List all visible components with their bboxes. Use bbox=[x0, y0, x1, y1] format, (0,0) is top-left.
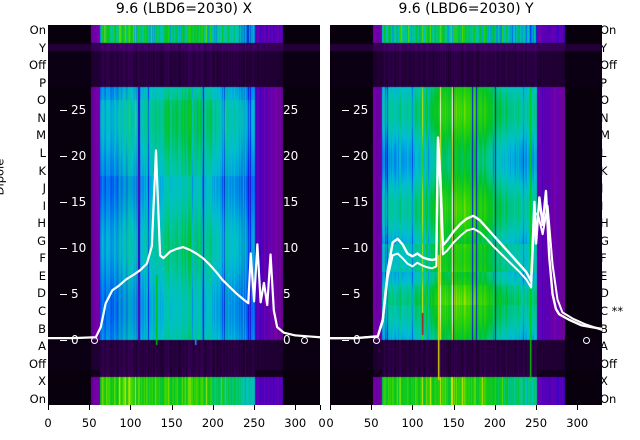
x-tick-label-200: 200 bbox=[201, 416, 224, 430]
category-label-left-12: G bbox=[37, 233, 46, 248]
category-label-left-21: On bbox=[29, 391, 46, 406]
x-tick-label-150: 150 bbox=[442, 416, 465, 430]
category-label-left-2: Off bbox=[29, 58, 46, 73]
category-label-left-8: K bbox=[38, 163, 46, 178]
category-label-right-16: C ** bbox=[600, 304, 624, 318]
x-tick-label-100: 100 bbox=[119, 416, 142, 430]
x-tick-label-250: 250 bbox=[243, 416, 266, 430]
x-tick-mark-100 bbox=[412, 405, 414, 410]
category-label-right-15: D bbox=[600, 286, 609, 301]
trace-overlay-y bbox=[330, 136, 602, 340]
category-label-left-15: D bbox=[37, 286, 46, 301]
x-tick-label-250: 250 bbox=[525, 416, 548, 430]
x-tick-mark-200 bbox=[212, 405, 214, 410]
spectrogram-panel-x[interactable] bbox=[48, 25, 320, 405]
x-tick-label-edge: 0 bbox=[318, 416, 326, 430]
x-tick-mark-300 bbox=[295, 405, 297, 410]
category-axis-left: On Y Off P O N M L K J I H G F E D C B A Off X On bbox=[12, 23, 46, 406]
x-tick-mark-0 bbox=[330, 405, 331, 410]
x-tick-label-300: 300 bbox=[566, 416, 589, 430]
x-tick-mark-250 bbox=[254, 405, 256, 410]
trace-line bbox=[330, 145, 602, 340]
category-label-right-3: P bbox=[600, 75, 607, 90]
category-label-left-14: E bbox=[38, 268, 46, 283]
category-label-left-9: J bbox=[42, 181, 46, 196]
x-tick-label-200: 200 bbox=[483, 416, 506, 430]
trace-overlay-x bbox=[48, 149, 320, 340]
x-tick-mark-50 bbox=[371, 405, 373, 410]
x-tick-label-100: 100 bbox=[401, 416, 424, 430]
category-label-left-19: Off bbox=[29, 356, 46, 371]
category-label-right-18: A bbox=[600, 339, 608, 354]
category-label-left-11: H bbox=[37, 216, 46, 231]
baseline-marker-1 bbox=[582, 336, 590, 344]
x-axis-left: 0 50 100 150 200 250 300 0 bbox=[44, 405, 326, 439]
category-label-right-13: F bbox=[600, 251, 607, 266]
baseline-marker-0 bbox=[372, 336, 380, 344]
spectrogram-panel-y[interactable] bbox=[330, 25, 602, 405]
panel-title-left: 9.6 (LBD6=2030) X bbox=[115, 1, 253, 17]
category-label-right-5: N bbox=[600, 110, 609, 125]
x-tick-mark-300 bbox=[577, 405, 579, 410]
trace-line bbox=[330, 136, 602, 340]
x-tick-mark-100 bbox=[130, 405, 132, 410]
category-label-right-12: G bbox=[600, 233, 609, 248]
category-label-left-13: F bbox=[39, 251, 46, 266]
panel-title-right: 9.6 (LBD6=2030) Y bbox=[398, 1, 534, 17]
category-label-right-11: H bbox=[600, 216, 609, 231]
x-tick-mark-150 bbox=[171, 405, 173, 410]
category-label-left-0: On bbox=[29, 23, 46, 37]
category-label-left-1: Y bbox=[38, 40, 46, 55]
x-tick-mark-150 bbox=[453, 405, 455, 410]
category-label-right-19: Off bbox=[600, 356, 617, 371]
category-label-left-18: A bbox=[38, 339, 46, 354]
x-tick-label-50: 50 bbox=[363, 416, 379, 430]
category-label-left-17: B bbox=[38, 321, 46, 336]
category-label-right-4: O bbox=[600, 93, 610, 108]
category-label-right-21: On bbox=[600, 391, 617, 406]
category-label-right-6: M bbox=[600, 128, 610, 143]
category-label-right-0: On bbox=[600, 23, 617, 37]
category-label-left-5: N bbox=[37, 110, 46, 125]
category-label-right-17: B bbox=[600, 321, 608, 336]
y-axis-label: Dipole bbox=[0, 158, 7, 196]
category-label-right-14: E bbox=[600, 268, 608, 283]
trace-line bbox=[48, 149, 320, 340]
x-tick-label-300: 300 bbox=[284, 416, 307, 430]
x-tick-mark-0 bbox=[48, 405, 49, 410]
category-label-left-6: M bbox=[36, 128, 46, 143]
category-label-left-3: P bbox=[39, 75, 46, 90]
x-tick-label-0: 0 bbox=[44, 416, 52, 430]
category-label-left-10: I bbox=[42, 198, 46, 213]
category-label-right-2: Off bbox=[600, 58, 617, 73]
x-tick-label-0: 0 bbox=[326, 416, 334, 430]
category-label-right-20: X bbox=[600, 374, 608, 389]
category-label-right-7: L bbox=[600, 145, 607, 160]
baseline-marker-0 bbox=[90, 336, 98, 344]
category-label-left-20: X bbox=[38, 374, 46, 389]
category-label-left-4: O bbox=[36, 93, 46, 108]
x-axis-right: 0 50 100 150 200 250 300 bbox=[326, 405, 602, 439]
category-label-right-8: K bbox=[600, 163, 608, 178]
category-label-left-16: C bbox=[37, 304, 46, 318]
baseline-marker-1 bbox=[300, 336, 308, 344]
x-tick-mark-edge bbox=[320, 405, 321, 410]
x-tick-mark-250 bbox=[536, 405, 538, 410]
x-tick-mark-50 bbox=[89, 405, 91, 410]
category-label-right-1: Y bbox=[600, 40, 608, 55]
x-tick-mark-200 bbox=[494, 405, 496, 410]
x-tick-label-150: 150 bbox=[160, 416, 183, 430]
x-tick-label-50: 50 bbox=[81, 416, 97, 430]
category-label-left-7: L bbox=[39, 145, 46, 160]
